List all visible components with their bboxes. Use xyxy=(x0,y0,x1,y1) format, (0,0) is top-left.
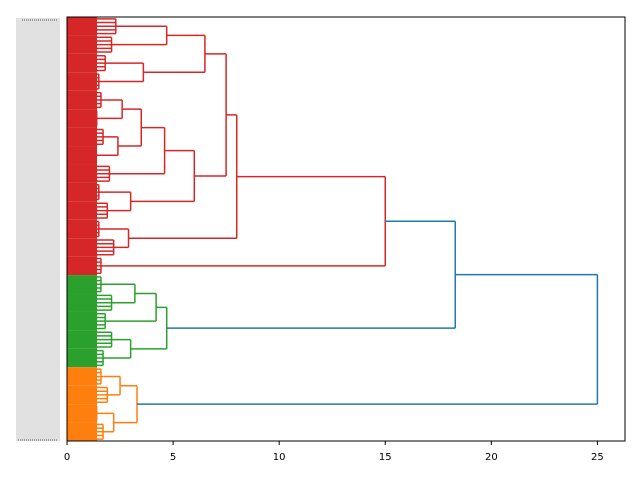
link xyxy=(98,191,132,212)
x-tick-label: 5 xyxy=(170,452,176,463)
leaf-cluster xyxy=(67,36,113,53)
leaf-cluster xyxy=(67,349,104,367)
link xyxy=(130,149,196,203)
link xyxy=(143,34,206,74)
x-tick-label: 25 xyxy=(591,452,604,463)
leaf-cluster xyxy=(67,294,113,311)
plot-frame xyxy=(66,16,626,442)
link xyxy=(100,283,136,304)
link xyxy=(103,338,132,359)
link xyxy=(113,384,138,424)
link xyxy=(137,273,599,405)
link xyxy=(96,412,115,433)
leaf-cluster xyxy=(67,386,109,404)
leaf-cluster xyxy=(67,73,100,90)
leaf-cluster xyxy=(67,257,102,274)
leaf-cluster xyxy=(67,276,102,293)
link xyxy=(96,99,123,120)
leaf-cluster xyxy=(67,313,106,330)
leaf-cluster xyxy=(67,147,96,164)
x-tick-label: 20 xyxy=(485,452,498,463)
leaf-cluster xyxy=(67,18,117,35)
link xyxy=(94,136,119,157)
link xyxy=(166,220,457,329)
link xyxy=(100,375,121,396)
leaf-cluster xyxy=(67,220,100,238)
x-tick-label: 0 xyxy=(64,452,70,463)
leaf-labels xyxy=(16,18,60,441)
link xyxy=(98,62,145,83)
leaf-cluster xyxy=(67,128,104,145)
leaf-cluster xyxy=(67,239,115,256)
link xyxy=(111,25,168,46)
link xyxy=(100,175,387,267)
leaf-cluster xyxy=(67,405,98,422)
leaf-cluster xyxy=(67,331,113,348)
leaf-cluster xyxy=(67,110,98,127)
link xyxy=(130,306,168,350)
link xyxy=(194,53,227,177)
leaf-cluster xyxy=(67,91,102,109)
leaf-cluster xyxy=(67,423,104,440)
leaf-cluster xyxy=(67,184,100,201)
leaf-cluster xyxy=(67,54,106,72)
leaf-cluster xyxy=(67,202,109,219)
x-tick-label: 15 xyxy=(379,452,392,463)
x-tick-label: 10 xyxy=(273,452,286,463)
link xyxy=(105,292,157,322)
leaf-cluster xyxy=(67,368,102,385)
leaf-cluster xyxy=(67,165,111,182)
